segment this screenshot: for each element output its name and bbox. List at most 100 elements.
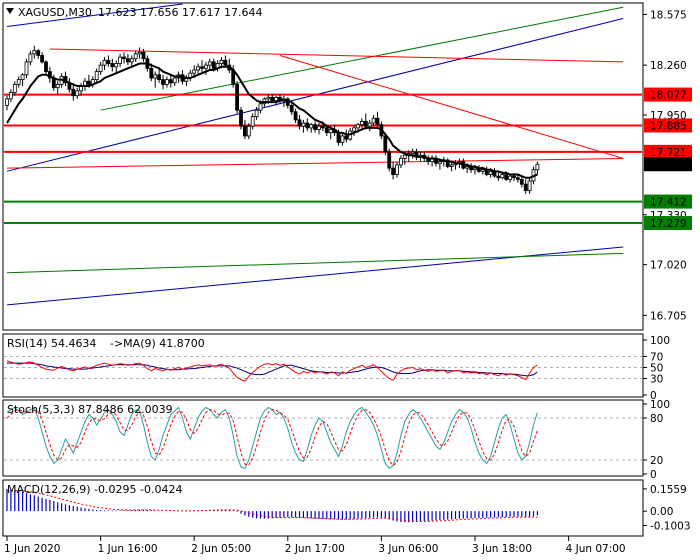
- candle-body: [207, 61, 212, 66]
- stoch-value-label: Stoch(5,3,3) 87.8486 62.0039: [7, 403, 173, 416]
- candle: [242, 119, 247, 140]
- candle-body: [309, 124, 314, 129]
- candle-body: [8, 92, 13, 100]
- candle: [398, 155, 403, 169]
- candle: [161, 74, 165, 90]
- candle-body: [235, 84, 240, 111]
- candle: [527, 177, 532, 194]
- candle-body: [94, 71, 99, 81]
- candle-body: [488, 170, 493, 175]
- candle: [102, 57, 107, 70]
- candle: [297, 115, 302, 130]
- candle: [8, 89, 13, 103]
- candle-body: [301, 122, 306, 127]
- candle-body: [192, 69, 197, 74]
- trendline-blue-1: [6, 3, 183, 28]
- candle: [449, 161, 454, 172]
- osc-tick-label: 70: [650, 352, 663, 364]
- candle: [359, 118, 364, 130]
- candle-body: [523, 183, 528, 192]
- candle-body: [270, 96, 275, 101]
- candle: [36, 49, 41, 59]
- level-badge: [644, 118, 692, 133]
- ohlc-label: 17.623 17.656 17.617 17.644: [98, 6, 262, 19]
- candle-body: [122, 56, 126, 60]
- candle: [254, 106, 259, 120]
- candle-body: [114, 63, 119, 68]
- candle: [172, 76, 177, 87]
- candle: [24, 58, 29, 79]
- candle: [20, 73, 25, 87]
- osc-tick-label: 0.00: [650, 506, 673, 518]
- osc-tick-label: -0.1003: [650, 520, 691, 532]
- candle: [129, 55, 134, 67]
- candle: [16, 76, 21, 88]
- osc-tick-label: 0: [650, 390, 657, 402]
- trendline-green-3: [100, 6, 624, 111]
- level-badge: [644, 215, 692, 230]
- candle-body: [449, 164, 454, 167]
- candle-body: [504, 174, 509, 180]
- candle-body: [480, 169, 485, 172]
- price-tick-label: 17.020: [650, 260, 687, 272]
- candle: [55, 81, 60, 95]
- candle: [28, 50, 33, 66]
- candle-body: [164, 79, 169, 85]
- candle: [164, 76, 169, 88]
- osc-tick-label: 0.1559: [650, 484, 687, 496]
- candle-body: [398, 158, 403, 166]
- candle-body: [289, 104, 294, 113]
- price-plot: [4, 3, 642, 306]
- candle: [391, 161, 396, 180]
- time-tick-label: 3 Jun 18:00: [472, 543, 532, 555]
- candle: [44, 60, 48, 75]
- candle-body: [320, 125, 325, 129]
- triangle-down-icon[interactable]: [6, 8, 14, 14]
- candle: [168, 74, 173, 88]
- price-panel[interactable]: 18.57518.26017.95017.33017.02016.70518.0…: [2, 2, 692, 331]
- candle: [289, 102, 294, 116]
- candle-body: [395, 164, 399, 175]
- osc-tick-label: 30: [650, 374, 663, 386]
- candle: [98, 61, 103, 75]
- trendline-red-7: [6, 157, 624, 169]
- candle: [235, 81, 240, 114]
- candle-body: [239, 109, 243, 127]
- candle-body: [98, 64, 103, 72]
- price-tick-label: 18.575: [650, 9, 687, 21]
- time-tick-label: 4 Jun 07:00: [566, 543, 626, 555]
- candle: [301, 119, 306, 133]
- rsi-panel-frame: [2, 333, 644, 398]
- candle-body: [32, 50, 37, 55]
- candle-body: [293, 111, 298, 121]
- level-badge-label: 17.279: [650, 218, 687, 230]
- candle-body: [274, 96, 279, 101]
- candle: [313, 121, 318, 133]
- candle-body: [340, 135, 345, 143]
- osc-tick-label: 0: [650, 469, 657, 481]
- candle-body: [527, 180, 532, 192]
- macd-value-label: MACD(12,26,9) -0.0295 -0.0424: [7, 483, 182, 496]
- candle-body: [172, 77, 177, 84]
- osc-tick-label: 80: [650, 413, 663, 425]
- trendline-red-5: [49, 48, 624, 63]
- candle-body: [12, 84, 17, 93]
- stoch-panel[interactable]: 100 80 20 0 Stoch(5,3,3) 87.8486 62.0039: [2, 399, 670, 481]
- candle: [75, 87, 80, 99]
- candle: [387, 148, 392, 172]
- candle: [274, 95, 279, 106]
- candle-body: [297, 119, 302, 127]
- candle: [410, 148, 415, 159]
- candle: [293, 108, 298, 124]
- price-axis: 18.57518.26017.95017.33017.02016.70518.0…: [643, 9, 692, 322]
- osc-tick-label: 100: [650, 399, 670, 411]
- level-badge-label: 17.412: [650, 197, 687, 209]
- candle: [395, 161, 399, 178]
- candle-body: [246, 125, 251, 137]
- candle-body: [24, 61, 29, 76]
- macd-panel[interactable]: 0.1559 0.00 -0.1003 MACD(12,26,9) -0.0295 …: [2, 479, 691, 537]
- candle-body: [336, 132, 341, 143]
- candle-body: [387, 151, 392, 169]
